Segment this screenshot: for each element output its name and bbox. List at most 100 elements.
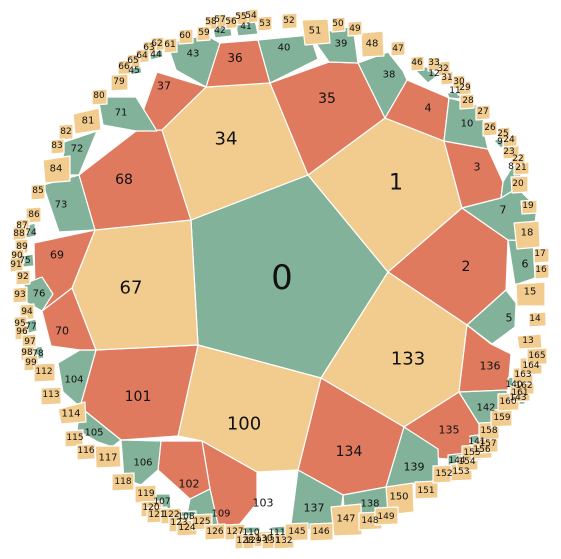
cell-25	[497, 126, 511, 141]
cell-117	[94, 445, 122, 469]
cell-label-18: 18	[521, 228, 534, 239]
cell-165	[526, 347, 548, 366]
cell-label-125: 125	[193, 517, 210, 527]
cell-label-0: 0	[271, 258, 293, 298]
cell-83	[50, 138, 65, 155]
cell-label-21: 21	[515, 163, 526, 173]
cell-label-141: 141	[468, 437, 485, 447]
cell-label-157: 157	[479, 439, 496, 449]
cell-19	[520, 199, 538, 215]
cell-label-85: 85	[32, 186, 43, 196]
cell-label-76: 76	[33, 289, 46, 300]
cell-label-110: 110	[242, 528, 259, 538]
cell-label-7: 7	[500, 204, 507, 217]
cell-label-144: 144	[448, 456, 465, 466]
cell-label-22: 22	[512, 154, 523, 164]
cell-label-113: 113	[42, 390, 59, 400]
cell-label-80: 80	[93, 91, 105, 101]
cell-label-120: 120	[142, 503, 159, 513]
cell-label-112: 112	[35, 367, 52, 377]
cell-label-47: 47	[392, 44, 403, 54]
cell-49	[347, 20, 363, 37]
cell-label-145: 145	[288, 527, 305, 537]
cell-label-40: 40	[278, 43, 291, 54]
cell-33	[427, 56, 441, 72]
cell-label-126: 126	[206, 527, 223, 537]
cell-label-165: 165	[528, 351, 545, 361]
cell-label-150: 150	[389, 492, 408, 503]
cell-93	[12, 286, 28, 304]
cell-14	[528, 311, 547, 328]
cell-label-42: 42	[214, 26, 225, 36]
cell-label-74: 74	[25, 228, 37, 238]
cell-59	[196, 25, 211, 42]
cell-82	[58, 123, 74, 141]
cell-label-31: 31	[441, 73, 452, 83]
cell-label-122: 122	[162, 510, 179, 520]
cell-label-136: 136	[480, 360, 501, 373]
cell-label-138: 138	[360, 499, 379, 510]
cell-104	[57, 349, 97, 408]
cell-label-94: 94	[21, 307, 33, 317]
cell-label-95: 95	[14, 319, 25, 329]
cell-label-146: 146	[312, 527, 329, 537]
cell-label-107: 107	[153, 497, 170, 507]
cell-label-48: 48	[366, 39, 379, 50]
cell-label-63: 63	[143, 43, 154, 53]
cell-label-132: 132	[275, 536, 292, 546]
cell-48	[360, 30, 385, 58]
cell-label-160: 160	[499, 397, 516, 407]
cell-label-51: 51	[309, 26, 322, 37]
cell-32	[437, 60, 451, 77]
cell-label-8: 8	[508, 162, 514, 172]
cell-label-93: 93	[14, 290, 25, 300]
cell-label-15: 15	[524, 287, 537, 298]
cell-label-61: 61	[164, 40, 175, 50]
cell-label-6: 6	[522, 258, 529, 271]
cell-label-57: 57	[214, 15, 225, 25]
cell-label-49: 49	[349, 24, 361, 34]
cell-label-148: 148	[361, 516, 378, 526]
cell-label-20: 20	[512, 179, 524, 189]
cell-label-114: 114	[61, 409, 80, 420]
cell-label-86: 86	[28, 210, 40, 220]
cell-label-43: 43	[187, 49, 200, 60]
cell-label-162: 162	[515, 381, 532, 391]
cell-label-52: 52	[283, 16, 294, 26]
cell-label-156: 156	[473, 445, 490, 455]
cell-label-13: 13	[522, 336, 533, 346]
cell-label-73: 73	[55, 200, 68, 211]
cell-label-78: 78	[32, 349, 44, 359]
cell-label-3: 3	[474, 161, 481, 174]
cell-label-75: 75	[19, 256, 30, 266]
cell-label-151: 151	[417, 486, 434, 496]
cell-113	[40, 386, 62, 406]
cell-47	[390, 40, 406, 57]
cell-label-25: 25	[497, 129, 508, 139]
cell-label-161: 161	[511, 388, 528, 398]
cell-label-105: 105	[84, 428, 103, 439]
cell-51	[301, 18, 331, 46]
cell-label-65: 65	[127, 56, 138, 66]
cell-label-117: 117	[98, 453, 117, 464]
cell-label-45: 45	[128, 66, 139, 76]
cell-label-81: 81	[82, 116, 95, 127]
cell-label-38: 38	[383, 70, 396, 81]
cell-40	[257, 34, 319, 84]
cell-label-163: 163	[514, 370, 531, 380]
cell-label-139: 139	[404, 461, 425, 474]
cell-81	[72, 107, 102, 135]
cell-66	[117, 59, 132, 76]
cell-label-2: 2	[462, 259, 471, 275]
cell-label-115: 115	[66, 433, 83, 443]
cell-label-98: 98	[21, 348, 33, 358]
cell-label-53: 53	[259, 19, 270, 29]
cell-label-82: 82	[60, 127, 71, 137]
cell-26	[482, 120, 498, 137]
cell-label-83: 83	[51, 141, 62, 151]
cell-label-130: 130	[255, 534, 272, 544]
cells-layer	[9, 8, 550, 550]
cell-label-164: 164	[522, 361, 539, 371]
cell-label-159: 159	[493, 413, 510, 423]
cell-86	[25, 206, 42, 224]
